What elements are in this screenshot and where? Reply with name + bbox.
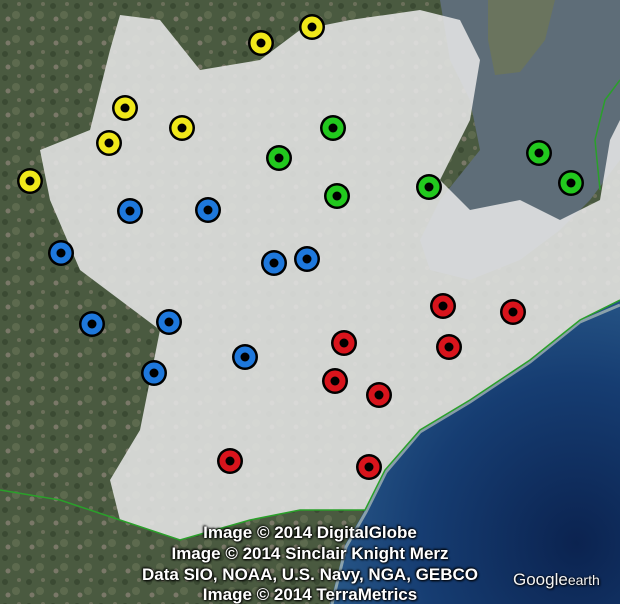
red-marker[interactable] [430, 293, 456, 319]
yellow-marker[interactable] [299, 14, 325, 40]
blue-marker[interactable] [117, 198, 143, 224]
coastline [330, 303, 620, 604]
peninsula [488, 0, 555, 75]
red-marker[interactable] [322, 368, 348, 394]
attribution-line-1: Image © 2014 DigitalGlobe [203, 523, 417, 542]
logo-google: Google [513, 570, 568, 589]
blue-marker[interactable] [48, 240, 74, 266]
yellow-marker[interactable] [17, 168, 43, 194]
markers-layer [17, 14, 584, 480]
green-marker[interactable] [320, 115, 346, 141]
attribution-line-2: Image © 2014 Sinclair Knight Merz [171, 544, 449, 563]
ocean [330, 300, 620, 604]
blue-marker[interactable] [195, 197, 221, 223]
blue-marker[interactable] [156, 309, 182, 335]
yellow-marker[interactable] [96, 130, 122, 156]
boundary-line-south [0, 299, 620, 541]
blue-marker[interactable] [232, 344, 258, 370]
red-marker[interactable] [331, 330, 357, 356]
red-marker[interactable] [356, 454, 382, 480]
blue-marker[interactable] [261, 250, 287, 276]
attribution-line-4: Image © 2014 TerraMetrics [202, 585, 418, 604]
green-marker[interactable] [324, 183, 350, 209]
logo-earth: earth [567, 572, 600, 588]
red-marker[interactable] [366, 382, 392, 408]
blue-marker[interactable] [79, 311, 105, 337]
yellow-marker[interactable] [248, 30, 274, 56]
green-marker[interactable] [558, 170, 584, 196]
blue-marker[interactable] [141, 360, 167, 386]
green-marker[interactable] [416, 174, 442, 200]
google-earth-logo: Googleearth [513, 570, 600, 590]
attribution-line-3: Data SIO, NOAA, U.S. Navy, NGA, GEBCO [142, 565, 478, 584]
red-marker[interactable] [500, 299, 526, 325]
yellow-marker[interactable] [112, 95, 138, 121]
red-marker[interactable] [217, 448, 243, 474]
boundary-line-east [594, 79, 620, 191]
electorate-area [40, 10, 620, 540]
yellow-marker[interactable] [169, 115, 195, 141]
green-marker[interactable] [266, 145, 292, 171]
blue-marker[interactable] [294, 246, 320, 272]
green-marker[interactable] [526, 140, 552, 166]
red-marker[interactable] [436, 334, 462, 360]
